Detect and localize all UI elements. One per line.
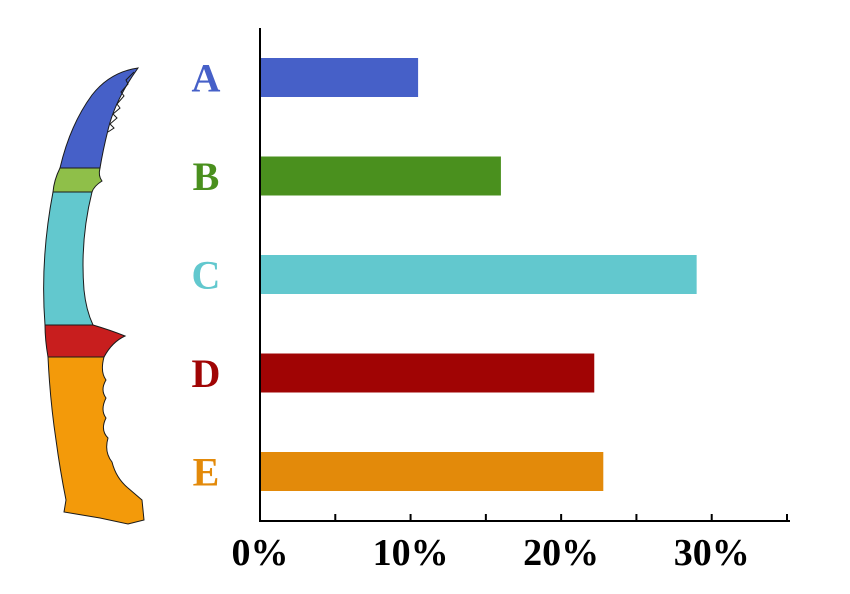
category-labels: A B C D E <box>192 56 221 495</box>
category-label-e: E <box>193 450 220 495</box>
x-tick-label: 30% <box>674 532 750 574</box>
bar-e <box>261 452 604 491</box>
tooth-segment-d <box>44 324 127 358</box>
tooth-segment-a <box>59 67 140 169</box>
tooth-segment-b <box>52 167 103 193</box>
x-axis-ticks <box>334 514 788 522</box>
bars <box>261 58 697 491</box>
tooth-segment-c <box>43 191 94 326</box>
tooth-serrations <box>107 71 135 133</box>
category-label-a: A <box>192 56 221 101</box>
x-axis-tick-labels: 0% 10% 20% 30% <box>232 532 750 574</box>
x-tick-label: 20% <box>523 532 599 574</box>
bar-b <box>261 156 501 196</box>
bar-c <box>261 255 697 294</box>
category-label-c: C <box>192 253 221 298</box>
bar-a <box>261 58 419 97</box>
category-label-d: D <box>192 351 221 396</box>
tooth-segment-e <box>47 356 145 525</box>
category-label-b: B <box>193 154 220 199</box>
x-tick-label: 10% <box>373 532 449 574</box>
segmented-tooth-illustration <box>43 67 145 525</box>
bar-d <box>261 353 595 393</box>
x-tick-label: 0% <box>232 532 289 574</box>
